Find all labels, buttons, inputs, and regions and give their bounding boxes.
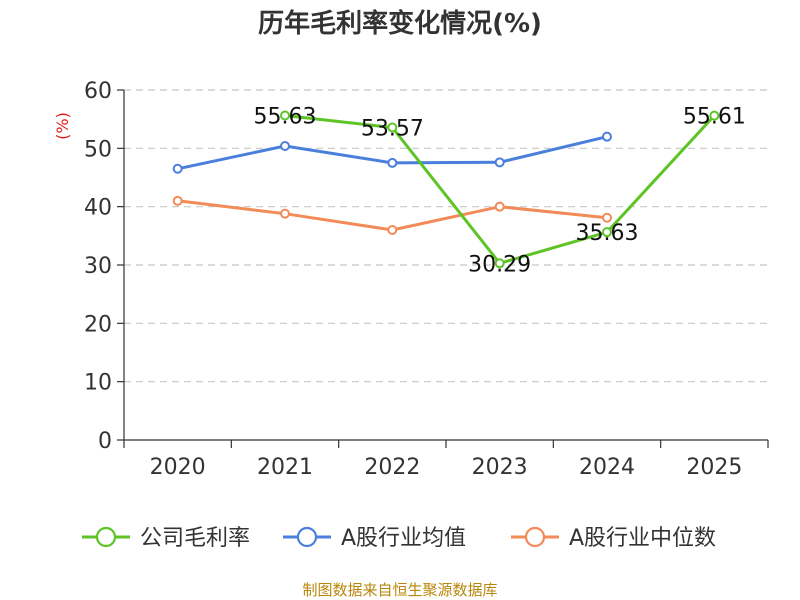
- axes: 0 10 20 30 40 50 60 2020 2021 2022 2023 2024 2025: [84, 79, 769, 480]
- series-point: [387, 225, 398, 235]
- data-label: 55.63: [254, 104, 317, 129]
- data-label: 30.29: [468, 252, 531, 277]
- grid: [124, 89, 768, 383]
- series-point: [280, 208, 290, 219]
- legend-label: 公司毛利率: [140, 526, 250, 551]
- legend-label: A股行业均值: [341, 526, 466, 551]
- x-tick-label: 2022: [364, 455, 420, 480]
- legend-marker: [296, 526, 318, 548]
- series-point: [172, 195, 183, 206]
- series-point: [172, 163, 183, 174]
- y-tick-label: 30: [84, 254, 112, 279]
- source-note: 制图数据来自恒生聚源数据库: [302, 581, 497, 599]
- series-point: [709, 110, 720, 121]
- data-labels: 55.63 53.57 30.29 35.63 55.61: [254, 104, 746, 277]
- legend-label: A股行业中位数: [569, 526, 716, 551]
- x-tick-label: 2021: [257, 455, 313, 480]
- series-point: [494, 201, 505, 212]
- data-label: 35.63: [576, 221, 639, 246]
- legend: 公司毛利率 A股行业均值 A股行业中位数: [82, 526, 716, 551]
- data-label: 55.61: [683, 105, 746, 130]
- y-tick-label: 50: [84, 137, 112, 162]
- data-label: 53.57: [361, 117, 424, 142]
- x-tick-label: 2024: [579, 455, 635, 480]
- series-point: [387, 157, 398, 168]
- x-tick-label: 2023: [472, 455, 528, 480]
- y-tick-label: 10: [84, 371, 112, 396]
- y-tick-label: 60: [84, 79, 112, 104]
- x-tick-label: 2020: [150, 455, 206, 480]
- y-tick-label: 0: [98, 429, 112, 454]
- x-tick-label: 2025: [686, 455, 742, 480]
- series-point: [602, 131, 612, 142]
- y-axis-label: (%): [53, 112, 72, 140]
- y-tick-label: 40: [84, 196, 112, 221]
- series-point: [280, 110, 290, 121]
- series-point: [602, 227, 612, 238]
- series-point: [387, 122, 398, 133]
- series-point: [494, 258, 505, 269]
- series-point: [280, 141, 290, 151]
- series: [172, 110, 720, 269]
- series-point: [494, 157, 505, 168]
- y-tick-label: 20: [84, 312, 112, 337]
- series-point: [602, 212, 612, 223]
- legend-marker: [524, 526, 546, 548]
- chart-title: 历年毛利率变化情况(%): [258, 8, 542, 39]
- legend-marker: [95, 526, 117, 548]
- series-line: [284, 114, 716, 265]
